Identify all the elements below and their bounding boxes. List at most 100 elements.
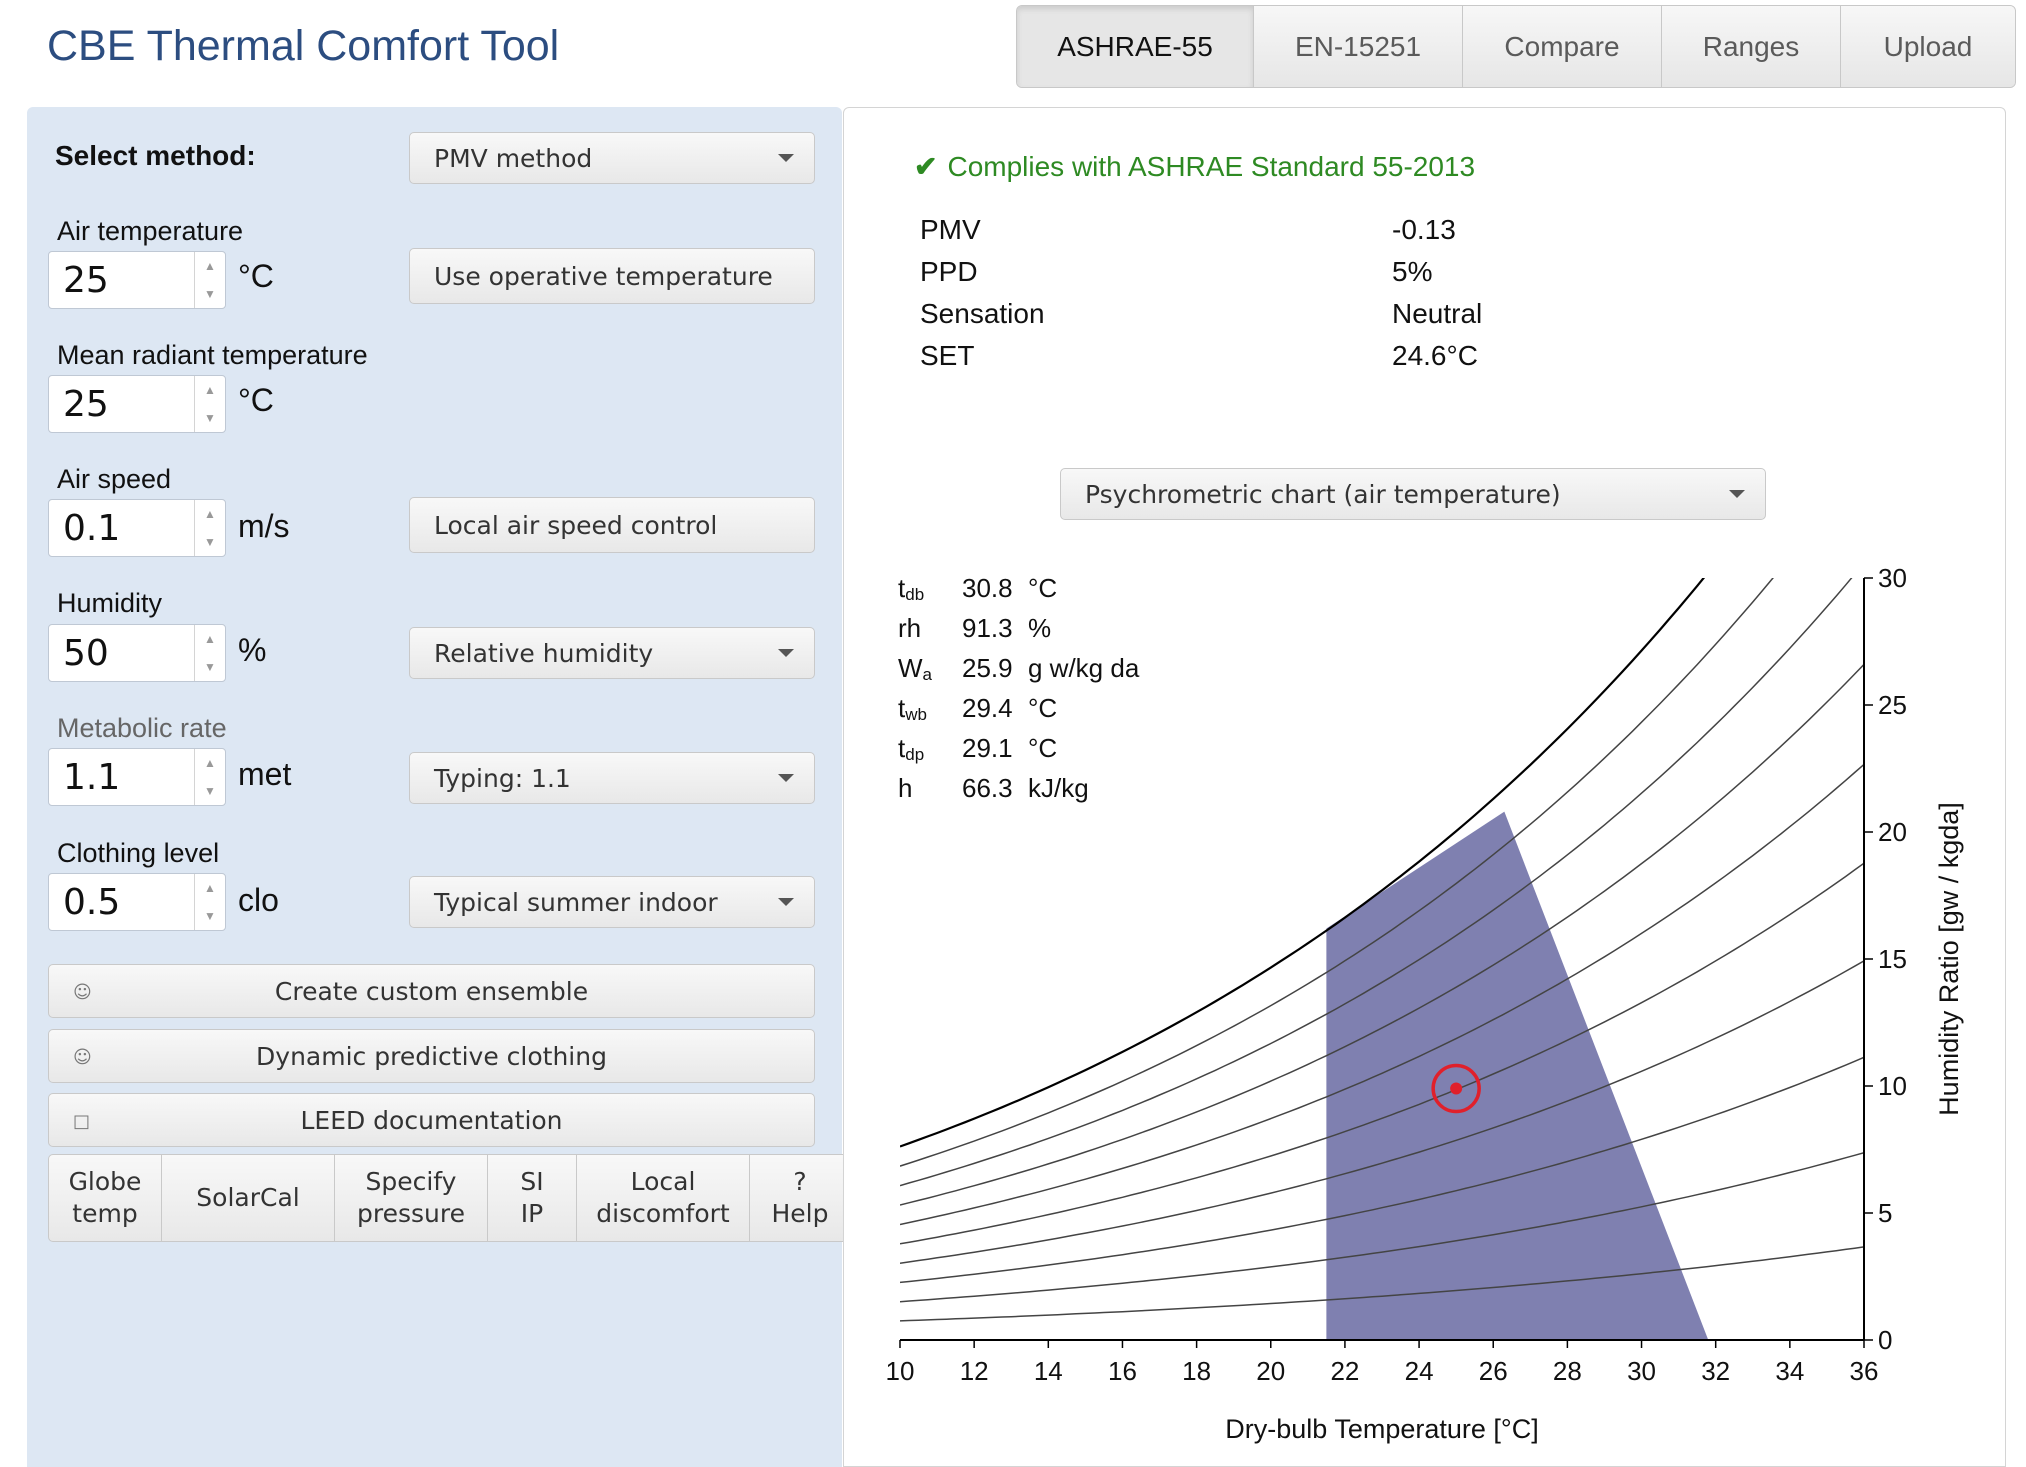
air-temperature-stepper[interactable]: ▲ ▼ [194,252,225,308]
readout-unit: °C [1028,573,1058,603]
leed-documentation-label: LEED documentation [300,1105,563,1135]
clothing-level-value: 0.5 [63,882,121,923]
create-custom-ensemble-button[interactable]: ☺ Create custom ensemble [48,964,815,1018]
chevron-down-icon [778,649,794,657]
metabolic-rate-input[interactable]: 1.1 ▲ ▼ [48,748,226,806]
readout-value: 29.4 [962,693,1013,723]
readout-value: 29.1 [962,733,1013,763]
clothing-ensemble-select[interactable]: Typical summer indoor [409,876,815,928]
use-operative-temperature-label: Use operative temperature [434,261,773,291]
leed-documentation-button[interactable]: □ LEED documentation [48,1093,815,1147]
mrt-input[interactable]: 25 ▲ ▼ [48,375,226,433]
mrt-unit: °C [238,382,274,418]
tab-ashrae-55[interactable]: ASHRAE-55 [1017,6,1253,87]
result-value: Neutral [1392,298,1483,329]
compliance-status: ✔ Complies with ASHRAE Standard 55-2013 [914,150,1475,183]
air-speed-label: Air speed [57,464,172,494]
tools-toolbar: Globe temp SolarCal Specify pressure SI … [48,1154,851,1242]
tab-compare[interactable]: Compare [1462,6,1661,87]
clothing-level-unit: clo [238,882,279,918]
mrt-stepper[interactable]: ▲ ▼ [194,376,225,432]
readout-key: tdb [898,573,925,604]
metabolic-rate-value: 1.1 [63,757,121,798]
step-down-icon[interactable]: ▼ [204,660,216,674]
step-down-icon[interactable]: ▼ [204,535,216,549]
activity-select[interactable]: Typing: 1.1 [409,752,815,804]
compliance-text: Complies with ASHRAE Standard 55-2013 [947,151,1476,182]
air-speed-value: 0.1 [63,508,121,549]
solarcal-button[interactable]: SolarCal [161,1155,334,1241]
app-title: CBE Thermal Comfort Tool [47,22,560,70]
check-icon: ✔ [914,151,938,182]
globe-temp-button[interactable]: Globe temp [68,1167,142,1228]
step-up-icon[interactable]: ▲ [204,383,216,397]
document-icon: □ [73,1111,91,1132]
use-operative-temperature-button[interactable]: Use operative temperature [409,248,815,304]
step-down-icon[interactable]: ▼ [204,784,216,798]
local-air-speed-control-label: Local air speed control [434,510,718,540]
step-down-icon[interactable]: ▼ [204,287,216,301]
air-temperature-label: Air temperature [57,216,244,246]
metabolic-rate-stepper[interactable]: ▲ ▼ [194,749,225,805]
user-icon: ☺ [73,982,92,1003]
step-up-icon[interactable]: ▲ [204,632,216,646]
result-label: PMV [920,214,981,245]
clothing-level-input[interactable]: 0.5 ▲ ▼ [48,873,226,931]
help-button[interactable]: ? Help [749,1155,850,1241]
standard-tabs: ASHRAE-55 EN-15251 Compare Ranges Upload [1016,5,2016,88]
clothing-level-label: Clothing level [57,838,220,868]
readout-value: 66.3 [962,773,1013,803]
humidity-value: 50 [63,633,109,674]
humidity-unit: % [238,632,267,668]
readout-unit: kJ/kg [1028,773,1089,803]
chevron-down-icon [778,774,794,782]
local-discomfort-button[interactable]: Local discomfort [576,1155,749,1241]
result-label: Sensation [920,298,1045,329]
mrt-label: Mean radiant temperature [57,340,368,370]
tab-upload[interactable]: Upload [1840,6,2015,87]
air-speed-input[interactable]: 0.1 ▲ ▼ [48,499,226,557]
method-select-value: PMV method [434,143,593,173]
step-up-icon[interactable]: ▲ [204,259,216,273]
air-speed-unit: m/s [238,508,290,544]
local-air-speed-control-button[interactable]: Local air speed control [409,497,815,553]
step-up-icon[interactable]: ▲ [204,881,216,895]
humidity-label: Humidity [57,588,163,618]
metabolic-rate-unit: met [238,756,292,792]
dynamic-predictive-clothing-label: Dynamic predictive clothing [256,1041,607,1071]
step-down-icon[interactable]: ▼ [204,411,216,425]
readout-unit: % [1028,613,1052,643]
result-label: SET [920,340,975,371]
humidity-type-select[interactable]: Relative humidity [409,627,815,679]
humidity-stepper[interactable]: ▲ ▼ [194,625,225,681]
dynamic-predictive-clothing-button[interactable]: ☺ Dynamic predictive clothing [48,1029,815,1083]
clothing-level-stepper[interactable]: ▲ ▼ [194,874,225,930]
step-up-icon[interactable]: ▲ [204,507,216,521]
method-select[interactable]: PMV method [409,132,815,184]
create-custom-ensemble-label: Create custom ensemble [274,976,589,1006]
select-method-label: Select method: [55,140,256,171]
chart-type-select[interactable]: Psychrometric chart (air temperature) [1060,468,1766,520]
air-temperature-input[interactable]: 25 ▲ ▼ [48,251,226,309]
chevron-down-icon [1729,490,1745,498]
chevron-down-icon [778,154,794,162]
step-down-icon[interactable]: ▼ [204,909,216,923]
humidity-input[interactable]: 50 ▲ ▼ [48,624,226,682]
air-speed-stepper[interactable]: ▲ ▼ [194,500,225,556]
chevron-down-icon [778,898,794,906]
air-temperature-value: 25 [63,260,109,301]
readout-unit: °C [1028,733,1058,763]
readout-value: 30.8 [962,573,1013,603]
si-ip-toggle[interactable]: SI IP [487,1155,576,1241]
tab-en-15251[interactable]: EN-15251 [1253,6,1462,87]
step-up-icon[interactable]: ▲ [204,756,216,770]
specify-pressure-button[interactable]: Specify pressure [334,1155,487,1241]
readout-key: twb [898,693,927,724]
user-icon: ☺ [73,1047,92,1068]
result-value: -0.13 [1392,214,1456,245]
readout-key: tdp [898,733,925,764]
metabolic-rate-label: Metabolic rate [57,713,227,743]
air-temperature-unit: °C [238,258,274,294]
tab-ranges[interactable]: Ranges [1661,6,1840,87]
readout-unit: g w/kg da [1028,653,1140,683]
